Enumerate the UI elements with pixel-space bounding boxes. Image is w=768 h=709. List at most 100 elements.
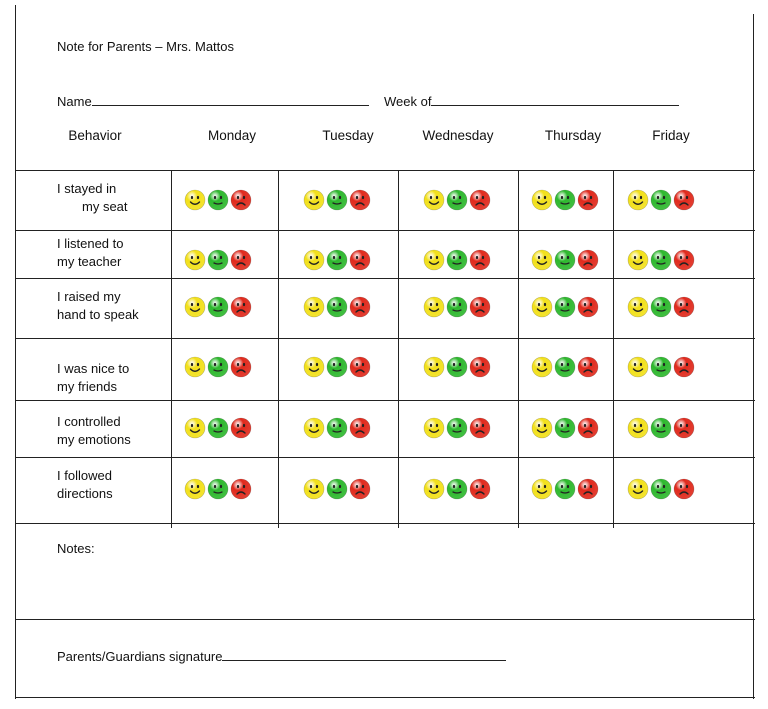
happy-face-icon[interactable] bbox=[303, 417, 325, 439]
neutral-face-icon[interactable] bbox=[326, 189, 348, 211]
sad-face-icon[interactable] bbox=[469, 296, 491, 318]
neutral-face-icon[interactable] bbox=[446, 296, 468, 318]
neutral-face-icon[interactable] bbox=[326, 356, 348, 378]
sad-face-icon[interactable] bbox=[577, 478, 599, 500]
neutral-face-icon[interactable] bbox=[326, 417, 348, 439]
neutral-face-icon[interactable] bbox=[207, 249, 229, 271]
neutral-face-icon[interactable] bbox=[554, 478, 576, 500]
sad-face-icon[interactable] bbox=[673, 356, 695, 378]
neutral-face-icon[interactable] bbox=[207, 296, 229, 318]
sad-face-icon[interactable] bbox=[230, 249, 252, 271]
happy-face-icon[interactable] bbox=[627, 356, 649, 378]
happy-face-icon[interactable] bbox=[627, 296, 649, 318]
neutral-face-icon[interactable] bbox=[326, 296, 348, 318]
happy-face-icon[interactable] bbox=[627, 189, 649, 211]
sad-face-icon[interactable] bbox=[577, 417, 599, 439]
sad-face-icon[interactable] bbox=[469, 417, 491, 439]
happy-face-icon[interactable] bbox=[184, 417, 206, 439]
happy-face-icon[interactable] bbox=[423, 189, 445, 211]
neutral-face-icon[interactable] bbox=[650, 249, 672, 271]
sad-face-icon[interactable] bbox=[577, 249, 599, 271]
happy-face-icon[interactable] bbox=[531, 356, 553, 378]
sad-face-icon[interactable] bbox=[469, 478, 491, 500]
happy-face-icon[interactable] bbox=[531, 296, 553, 318]
behavior-line-1: I listened to bbox=[57, 236, 124, 251]
happy-face-icon[interactable] bbox=[531, 478, 553, 500]
happy-face-icon[interactable] bbox=[627, 249, 649, 271]
sad-face-icon[interactable] bbox=[577, 296, 599, 318]
week-field[interactable] bbox=[431, 93, 680, 106]
neutral-face-icon[interactable] bbox=[650, 296, 672, 318]
sad-face-icon[interactable] bbox=[230, 296, 252, 318]
neutral-face-icon[interactable] bbox=[650, 417, 672, 439]
sad-face-icon[interactable] bbox=[673, 249, 695, 271]
sad-face-icon[interactable] bbox=[469, 249, 491, 271]
neutral-face-icon[interactable] bbox=[554, 189, 576, 211]
sad-face-icon[interactable] bbox=[349, 417, 371, 439]
sad-face-icon[interactable] bbox=[230, 417, 252, 439]
neutral-face-icon[interactable] bbox=[554, 356, 576, 378]
sad-face-icon[interactable] bbox=[673, 296, 695, 318]
neutral-face-icon[interactable] bbox=[446, 356, 468, 378]
sad-face-icon[interactable] bbox=[577, 356, 599, 378]
happy-face-icon[interactable] bbox=[423, 249, 445, 271]
name-field[interactable] bbox=[91, 93, 369, 106]
happy-face-icon[interactable] bbox=[303, 478, 325, 500]
neutral-face-icon[interactable] bbox=[446, 249, 468, 271]
happy-face-icon[interactable] bbox=[303, 189, 325, 211]
happy-face-icon[interactable] bbox=[627, 417, 649, 439]
neutral-face-icon[interactable] bbox=[207, 417, 229, 439]
happy-face-icon[interactable] bbox=[423, 417, 445, 439]
happy-face-icon[interactable] bbox=[303, 356, 325, 378]
happy-face-icon[interactable] bbox=[184, 249, 206, 271]
sad-face-icon[interactable] bbox=[469, 189, 491, 211]
happy-face-icon[interactable] bbox=[423, 296, 445, 318]
happy-face-icon[interactable] bbox=[423, 356, 445, 378]
neutral-face-icon[interactable] bbox=[554, 249, 576, 271]
sad-face-icon[interactable] bbox=[673, 417, 695, 439]
sad-face-icon[interactable] bbox=[349, 296, 371, 318]
rating-faces bbox=[303, 478, 371, 500]
sad-face-icon[interactable] bbox=[577, 189, 599, 211]
neutral-face-icon[interactable] bbox=[207, 478, 229, 500]
neutral-face-icon[interactable] bbox=[326, 249, 348, 271]
happy-face-icon[interactable] bbox=[531, 417, 553, 439]
sad-face-icon[interactable] bbox=[230, 189, 252, 211]
neutral-face-icon[interactable] bbox=[554, 296, 576, 318]
neutral-face-icon[interactable] bbox=[650, 189, 672, 211]
sad-face-icon[interactable] bbox=[673, 478, 695, 500]
sad-face-icon[interactable] bbox=[230, 478, 252, 500]
happy-face-icon[interactable] bbox=[303, 249, 325, 271]
neutral-face-icon[interactable] bbox=[650, 356, 672, 378]
happy-face-icon[interactable] bbox=[184, 478, 206, 500]
sad-face-icon[interactable] bbox=[469, 356, 491, 378]
happy-face-icon[interactable] bbox=[184, 356, 206, 378]
neutral-face-icon[interactable] bbox=[326, 478, 348, 500]
page-title: Note for Parents – Mrs. Mattos bbox=[57, 39, 235, 54]
sad-face-icon[interactable] bbox=[230, 356, 252, 378]
neutral-face-icon[interactable] bbox=[446, 189, 468, 211]
day-header-thursday: Thursday bbox=[544, 128, 602, 143]
sad-face-icon[interactable] bbox=[673, 189, 695, 211]
neutral-face-icon[interactable] bbox=[650, 478, 672, 500]
happy-face-icon[interactable] bbox=[303, 296, 325, 318]
neutral-face-icon[interactable] bbox=[207, 189, 229, 211]
neutral-face-icon[interactable] bbox=[446, 478, 468, 500]
sad-face-icon[interactable] bbox=[349, 189, 371, 211]
sad-face-icon[interactable] bbox=[349, 249, 371, 271]
behavior-line-1: I stayed in bbox=[57, 181, 117, 196]
neutral-face-icon[interactable] bbox=[207, 356, 229, 378]
rating-faces bbox=[627, 356, 695, 378]
neutral-face-icon[interactable] bbox=[554, 417, 576, 439]
happy-face-icon[interactable] bbox=[184, 189, 206, 211]
happy-face-icon[interactable] bbox=[531, 249, 553, 271]
happy-face-icon[interactable] bbox=[627, 478, 649, 500]
neutral-face-icon[interactable] bbox=[446, 417, 468, 439]
happy-face-icon[interactable] bbox=[184, 296, 206, 318]
happy-face-icon[interactable] bbox=[531, 189, 553, 211]
sad-face-icon[interactable] bbox=[349, 478, 371, 500]
sad-face-icon[interactable] bbox=[349, 356, 371, 378]
signature-field[interactable] bbox=[222, 648, 507, 661]
happy-face-icon[interactable] bbox=[423, 478, 445, 500]
